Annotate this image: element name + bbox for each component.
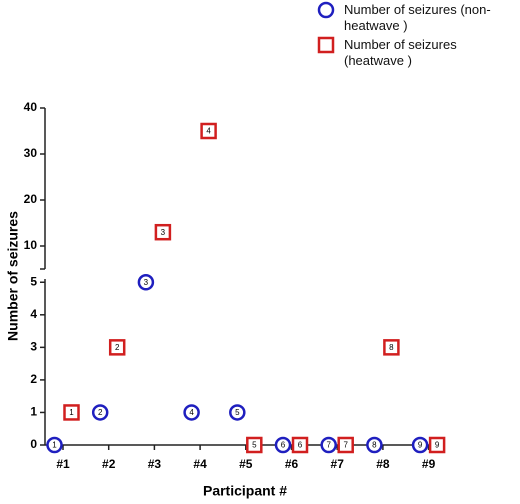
x-axis-label: Participant # [203,483,287,499]
y-tick-label: 10 [24,238,38,252]
point [137,274,155,291]
point [229,404,246,421]
legend-label: Number of seizures (heatwave ) [344,37,457,68]
point [383,339,400,356]
point-label: 7 [326,441,331,450]
point [366,436,383,454]
x-tick-label: #7 [331,457,345,471]
point-label: 8 [389,343,394,352]
legend-marker [317,1,335,19]
point-label: 6 [298,441,303,450]
y-tick-label: 3 [30,340,37,354]
y-tick-label: 1 [30,405,37,419]
x-tick-label: #8 [376,457,390,471]
point-label: 7 [343,441,348,450]
x-tick-label: #1 [56,457,70,471]
y-tick-label: 0 [30,437,37,451]
y-tick-label: 5 [30,274,37,288]
point-label: 9 [435,441,440,450]
point-label: 4 [206,127,211,136]
point-label: 5 [252,441,257,450]
point [91,404,109,421]
point [411,436,429,454]
point-label: 9 [418,441,423,450]
point [274,436,292,454]
y-tick-label: 30 [24,146,38,160]
point [154,223,172,241]
point [63,404,80,421]
point-label: 3 [144,278,149,287]
legend-label: Number of seizures (non-heatwave ) [344,2,491,33]
point-label: 8 [372,441,377,450]
y-tick-label: 20 [24,192,38,206]
point-label: 1 [52,441,57,450]
point [337,436,354,454]
point [108,339,126,356]
y-tick-label: 40 [24,100,38,114]
point [183,404,200,421]
x-tick-label: #4 [193,457,207,471]
point-label: 4 [189,408,194,417]
point-label: 2 [115,343,120,352]
point [320,436,337,454]
y-axis-label: Number of seizures [5,211,21,341]
x-tick-label: #5 [239,457,253,471]
point-label: 3 [161,228,166,237]
point-label: 5 [235,408,240,417]
x-tick-label: #2 [102,457,116,471]
y-tick-label: 2 [30,372,37,386]
point [200,122,217,140]
y-tick-label: 4 [30,307,37,321]
point-label: 6 [281,441,286,450]
point [291,436,309,454]
x-tick-label: #6 [285,457,299,471]
legend-marker [317,36,335,54]
x-tick-label: #9 [422,457,436,471]
point-label: 2 [98,408,103,417]
point [428,436,446,454]
point [246,436,263,454]
point [46,436,63,454]
point-label: 1 [69,408,74,417]
x-tick-label: #3 [148,457,162,471]
